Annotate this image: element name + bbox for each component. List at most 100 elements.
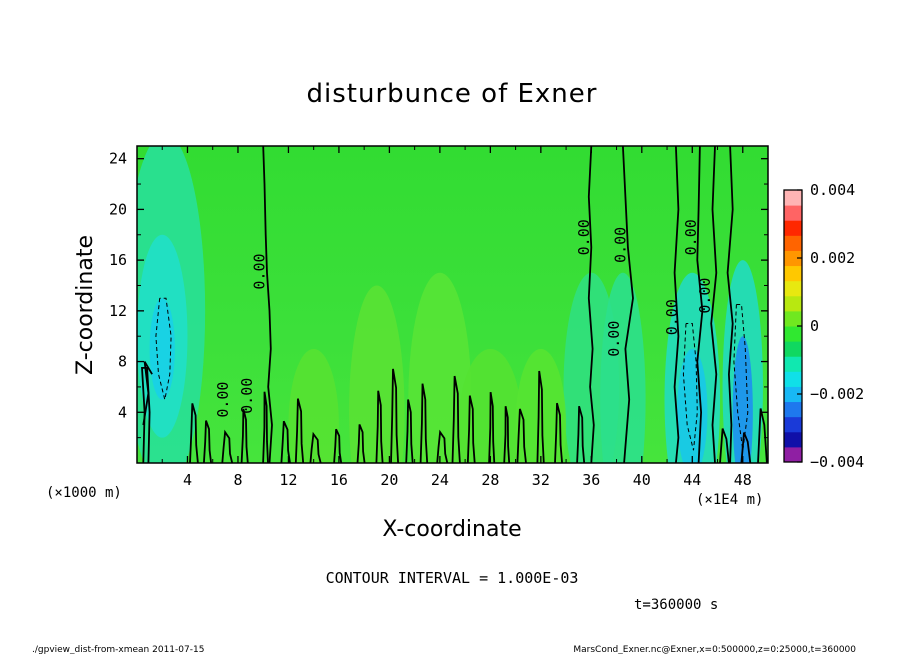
y-tick-label: 20	[109, 200, 127, 218]
contour-line	[333, 428, 343, 463]
contour-lines	[141, 146, 768, 463]
field-patch	[149, 298, 175, 400]
x-axis-ticks: 4 8 12 16 20 24 28 32 36 40 44 48	[161, 146, 752, 489]
contour-line	[466, 395, 476, 463]
colorbar-swatch	[784, 356, 802, 372]
colorbar-swatch	[784, 341, 802, 357]
x-tick-label: 4	[183, 471, 192, 489]
field-patch	[600, 272, 646, 463]
plot-frame	[136, 145, 769, 464]
contour-line	[221, 429, 234, 463]
y-tick-label: 12	[109, 302, 127, 320]
colorbar-swatch	[784, 386, 802, 403]
colorbar-swatch	[784, 310, 802, 327]
colorbar-swatch	[784, 235, 802, 251]
contour-line	[390, 368, 399, 463]
contour-line	[405, 399, 414, 463]
y-tick-label: 16	[109, 251, 127, 269]
colorbar-swatch	[784, 446, 802, 463]
colorbar-tick-label: 0.002	[810, 249, 855, 267]
colorbar-swatch	[784, 326, 802, 342]
colorbar-swatch	[784, 401, 802, 418]
contour-label: 0.00	[682, 219, 700, 255]
contour-line	[240, 408, 249, 463]
x-tick-label: 20	[380, 471, 398, 489]
contour-line	[280, 420, 291, 463]
y-tick-label: 8	[118, 353, 127, 371]
contour-line	[726, 146, 734, 463]
contour-line	[203, 420, 212, 463]
x-tick-label: 28	[481, 471, 499, 489]
contour-line	[262, 391, 269, 463]
x-tick-label: 12	[279, 471, 297, 489]
x-tick-label: 32	[532, 471, 550, 489]
contour-line	[576, 405, 586, 463]
plot-area: 0.00 0.00 0.00 0.00 0.00 0.00 0.00 0.00 0.00	[137, 146, 768, 463]
contour-label: 0.00	[575, 219, 593, 255]
x-tick-label: 36	[582, 471, 600, 489]
colorbar-swatch	[784, 280, 802, 297]
x-tick-label: 16	[330, 471, 348, 489]
contour-line	[488, 391, 496, 463]
contour-label: 0.00	[214, 382, 232, 418]
colorbar-swatch	[784, 371, 802, 387]
chart-title: disturbunce of Exner	[307, 79, 598, 109]
contour-line	[419, 383, 429, 463]
contour-interval: CONTOUR INTERVAL = 1.000E-03	[326, 569, 579, 587]
contour-line	[733, 304, 749, 451]
y-tick-label: 24	[109, 150, 127, 168]
colorbar-swatch	[784, 431, 802, 448]
footer-right: MarsCond_Exner.nc@Exner,x=0:500000,z=0:2…	[573, 645, 856, 654]
field-patch	[515, 348, 567, 463]
y-axis-unit: (×1000 m)	[46, 485, 122, 501]
colorbar-tick-label: −0.004	[810, 453, 864, 471]
contour-line	[682, 323, 698, 451]
contour-line	[554, 402, 563, 463]
contour-line	[673, 146, 680, 463]
colorbar-tick-label: 0.004	[810, 181, 855, 199]
time-label: t=360000 s	[634, 597, 718, 613]
x-tick-label: 48	[734, 471, 752, 489]
contour-line	[536, 370, 545, 463]
x-axis-label: X-coordinate	[382, 517, 521, 542]
contour-line	[757, 408, 768, 463]
footer-left: ./gpview_dist-from-xmean 2011-07-15	[32, 645, 204, 654]
colorbar-swatch	[784, 250, 802, 267]
contour-line	[503, 406, 511, 463]
contour-label: 0.00	[238, 378, 256, 414]
y-tick-label: 4	[118, 403, 127, 421]
colorbar-swatch	[784, 295, 802, 312]
colorbar-swatch	[784, 220, 802, 236]
contour-line	[696, 146, 704, 463]
contour-label: 0.00	[611, 227, 629, 263]
contour-line	[516, 408, 527, 463]
field-patch	[349, 285, 405, 463]
colorbar-swatch	[784, 265, 802, 282]
contour-label: 0.00	[251, 253, 269, 289]
colorbar-swatch	[784, 416, 802, 433]
field-patch	[732, 336, 753, 463]
colorbar-tick-label: 0	[810, 317, 819, 335]
contour-labels: 0.00 0.00 0.00 0.00 0.00 0.00 0.00 0.00 0.00	[214, 219, 714, 417]
contour-line	[155, 297, 172, 400]
colorbar-swatch	[784, 205, 802, 221]
y-axis-ticks: 4 8 12 16 20 24	[109, 150, 768, 439]
y-axis-label: Z-coordinate	[73, 235, 98, 375]
contour-line	[436, 429, 449, 463]
contour-label: 0.00	[605, 321, 623, 357]
x-tick-label: 24	[431, 471, 449, 489]
contour-line	[262, 146, 273, 463]
x-axis-unit: (×1E4 m)	[696, 492, 763, 508]
colorbar-tick-label: −0.002	[810, 385, 864, 403]
colorbar: 0.004 0.002 0 −0.002 −0.004	[783, 181, 864, 471]
contour-line	[356, 424, 366, 463]
contour-line	[587, 146, 595, 463]
contour-line	[710, 146, 718, 463]
field-patch	[408, 272, 472, 463]
contour-label: 0.00	[663, 299, 681, 335]
contour-line	[375, 390, 384, 463]
x-tick-label: 44	[683, 471, 701, 489]
contour-line	[189, 403, 199, 463]
contour-label: 0.00	[696, 278, 714, 314]
